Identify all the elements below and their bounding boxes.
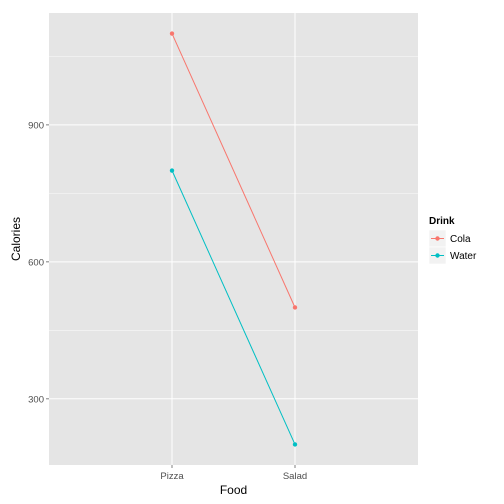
legend-point-water (435, 253, 440, 258)
data-point-water (292, 442, 298, 447)
plot-panel (49, 13, 418, 465)
legend-point-cola (435, 236, 440, 241)
y-tick-label: 600 (28, 257, 44, 268)
y-tick-label: 900 (28, 120, 44, 131)
y-axis-title: Calories (9, 217, 23, 261)
grid-minor (49, 56, 418, 331)
series-layer (169, 31, 298, 447)
data-point-cola (292, 305, 298, 310)
x-tick-label: Pizza (160, 471, 184, 482)
series-line-cola (171, 33, 296, 308)
legend-label-cola: Cola (450, 234, 471, 245)
x-axis: Pizza Salad (160, 465, 307, 482)
grid-major (49, 13, 418, 465)
x-tick-label: Salad (283, 471, 307, 482)
legend-label-water: Water (450, 251, 477, 262)
y-axis: 300 600 900 (28, 120, 49, 405)
x-axis-title: Food (220, 483, 247, 497)
legend-title: Drink (429, 216, 455, 227)
legend: Drink Cola Water (428, 216, 477, 265)
data-point-water (169, 168, 175, 173)
series-line-water (171, 170, 296, 445)
y-tick-label: 300 (28, 394, 44, 405)
data-point-cola (169, 31, 175, 36)
